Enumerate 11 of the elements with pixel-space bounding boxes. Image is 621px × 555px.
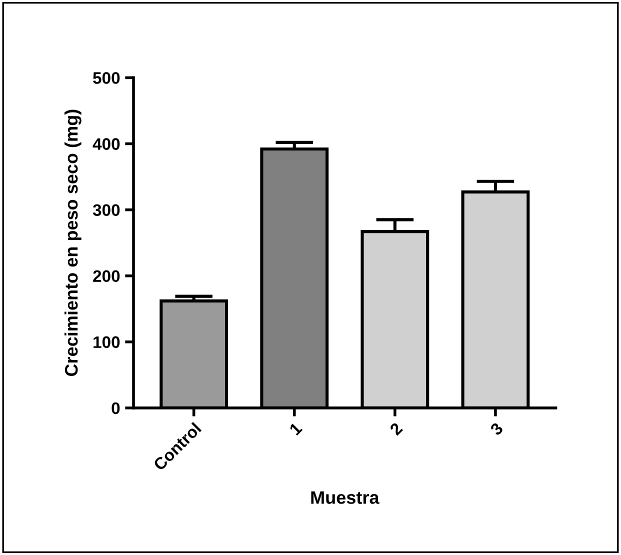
y-tick-label: 400	[92, 138, 120, 150]
x-axis-title: Muestra	[311, 491, 380, 504]
y-tick-label: 300	[92, 204, 120, 216]
y-tick-label: 100	[94, 336, 120, 348]
x-tick-label: 3	[490, 422, 504, 436]
y-tick-label: 0	[112, 402, 120, 414]
y-axis-title: Crecimiento en peso seco (mg)	[64, 110, 82, 376]
x-tick-label: 1	[289, 422, 303, 436]
y-tick-label: 200	[93, 270, 120, 282]
x-tick-label: 2	[389, 422, 403, 436]
y-tick-label: 500	[93, 72, 120, 84]
